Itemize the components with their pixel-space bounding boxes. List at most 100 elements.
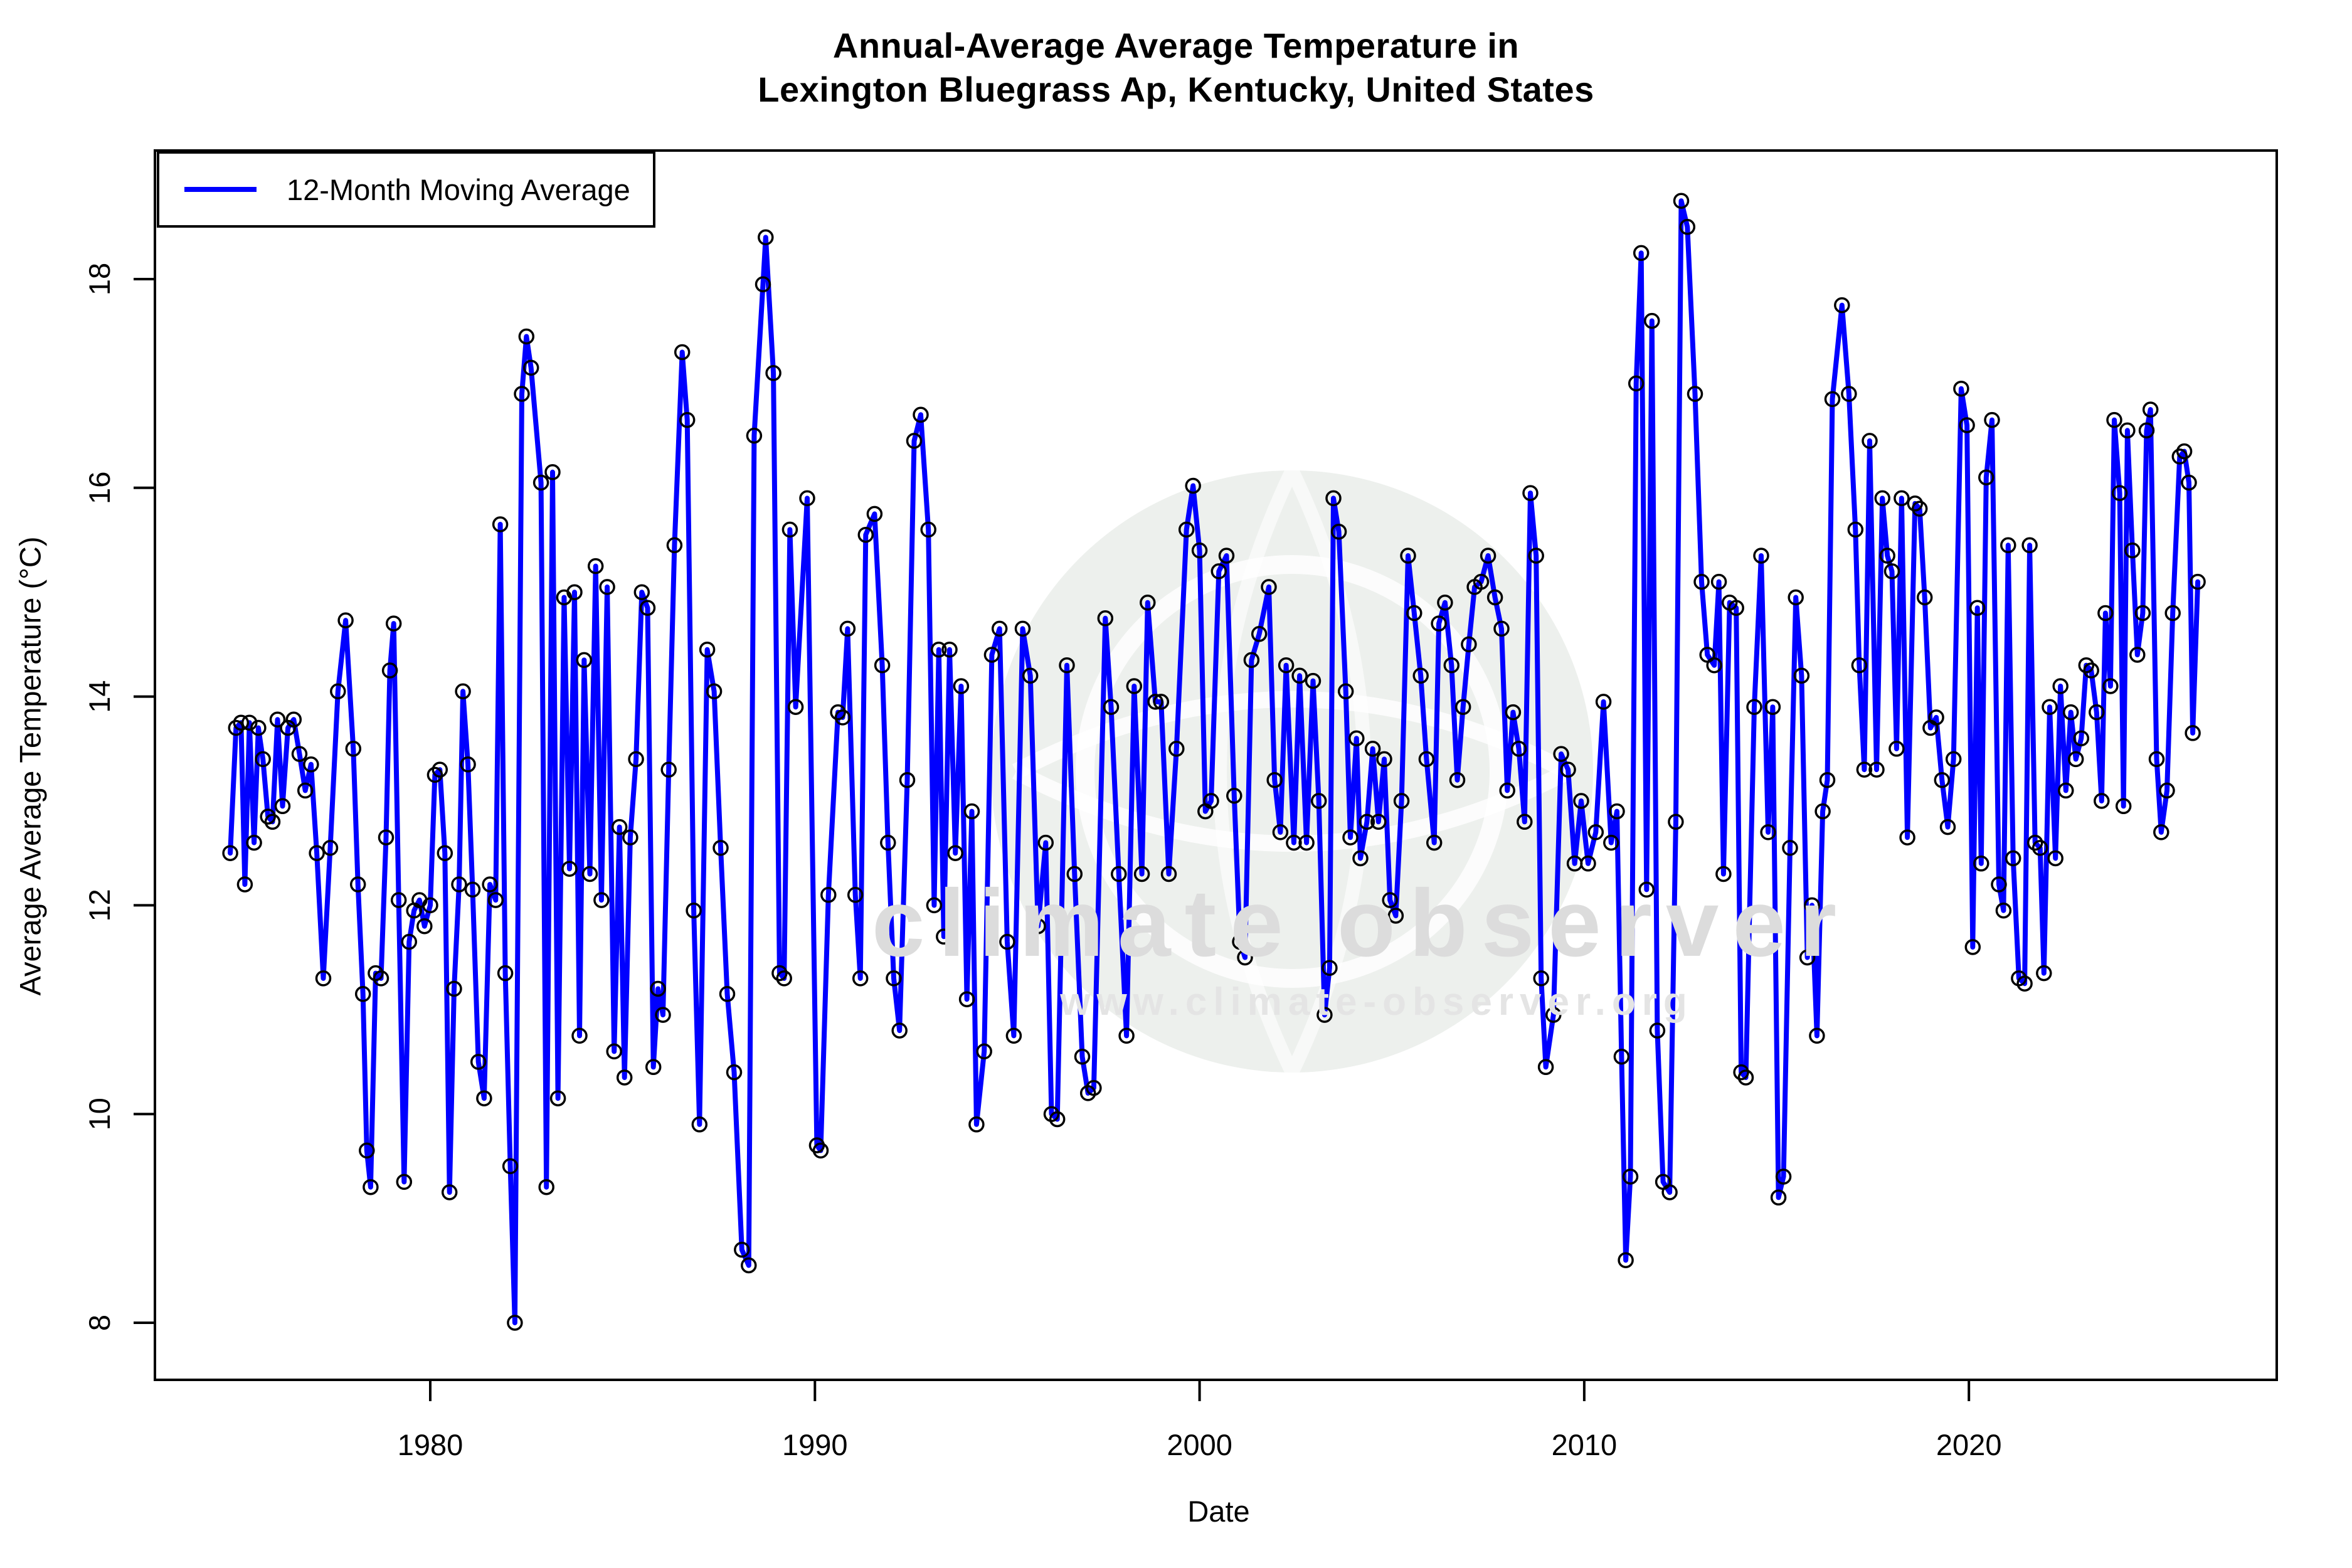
data-point-marker (303, 756, 319, 773)
data-point-marker (2171, 448, 2188, 465)
data-point-marker (1218, 548, 1235, 564)
data-point-marker (1841, 386, 1857, 402)
data-point-marker (381, 662, 398, 679)
data-point-marker (1633, 245, 1650, 262)
data-point-marker (1851, 657, 1868, 674)
data-point-marker (686, 902, 702, 919)
data-point-marker (432, 761, 448, 778)
data-point-marker (571, 1027, 588, 1044)
legend-line-swatch (184, 187, 257, 192)
data-point-marker (2176, 443, 2193, 460)
data-point-marker (497, 965, 514, 982)
data-point-marker (2119, 422, 2136, 439)
data-point-marker (1493, 620, 1510, 637)
data-point-marker (616, 1069, 633, 1086)
data-point-marker (1973, 856, 1989, 872)
data-point-marker (1978, 469, 1994, 485)
data-point-marker (2016, 975, 2033, 992)
data-point-marker (2042, 699, 2058, 715)
data-point-marker (285, 711, 302, 728)
data-point-marker (874, 657, 891, 674)
data-point-marker (470, 1054, 487, 1070)
data-point-marker (1573, 793, 1589, 809)
data-point-marker (1770, 1189, 1787, 1206)
data-point-marker (1964, 939, 1981, 955)
data-point-marker (1014, 620, 1031, 637)
data-point-marker (599, 579, 615, 595)
data-point-marker (222, 845, 238, 861)
data-point-marker (1984, 411, 2000, 428)
data-point-marker (2094, 793, 2110, 809)
data-point-marker (674, 344, 691, 361)
data-point-marker (1226, 787, 1242, 804)
data-point-marker (233, 714, 250, 731)
data-point-marker (1505, 704, 1522, 721)
data-point-marker (1066, 866, 1083, 882)
data-point-marker (2190, 573, 2206, 590)
data-point-marker (274, 798, 291, 815)
data-point-marker (771, 965, 788, 982)
data-point-marker (1286, 834, 1302, 851)
data-point-marker (1622, 1168, 1639, 1185)
y-axis-title: Average Average Temperature (°C) (13, 536, 47, 996)
data-point-marker (502, 1158, 519, 1175)
data-point-marker (1661, 1184, 1678, 1200)
data-point-marker (255, 751, 271, 768)
axes-layer: 1980 1990 2000 2010 2020 8 10 12 14 16 18 (83, 149, 2278, 1461)
data-point-marker (820, 887, 837, 903)
data-point-marker (455, 683, 471, 700)
data-point-marker (920, 521, 936, 538)
data-point-marker (1086, 1079, 1102, 1096)
data-point-marker (451, 876, 467, 893)
series-line (228, 198, 2201, 1325)
data-point-marker (390, 892, 407, 908)
data-point-marker (1049, 1111, 1066, 1128)
data-point-marker (1609, 803, 1625, 820)
data-point-marker (1969, 600, 1986, 616)
data-point-marker (1995, 902, 2012, 919)
data-point-marker (947, 845, 963, 861)
data-point-marker (1118, 1027, 1135, 1044)
data-point-marker (1243, 652, 1260, 669)
data-point-marker (2148, 751, 2165, 768)
data-point-marker (1400, 548, 1416, 564)
data-point-marker (1418, 751, 1435, 768)
y-tick-label: 12 (83, 889, 116, 921)
data-point-marker (1393, 793, 1410, 809)
data-point-marker (359, 1142, 375, 1159)
data-point-marker (1160, 866, 1177, 882)
data-point-marker (953, 678, 970, 694)
data-point-marker (1804, 897, 1820, 914)
data-point-marker (1480, 548, 1496, 564)
data-point-marker (991, 620, 1008, 637)
data-point-marker (936, 928, 952, 945)
data-point-marker (1074, 1048, 1091, 1065)
data-point-marker (645, 1059, 662, 1076)
data-point-marker (2142, 401, 2159, 418)
data-point-marker (2102, 678, 2119, 694)
x-tick-label: 1980 (398, 1428, 464, 1461)
data-point-marker (880, 834, 896, 851)
data-point-marker (1251, 626, 1268, 642)
data-point-marker (1618, 1252, 1634, 1268)
data-point-marker (1911, 501, 1928, 517)
data-point-marker (1431, 615, 1447, 632)
data-point-marker (2153, 824, 2169, 840)
data-point-marker (1437, 595, 1453, 611)
data-point-marker (1819, 771, 1836, 788)
data-point-marker (246, 834, 262, 851)
data-point-marker (1272, 824, 1289, 840)
watermark-logo-ring (1076, 555, 1508, 988)
data-point-marker (812, 1142, 829, 1159)
data-point-marker (799, 490, 815, 507)
data-point-marker (492, 516, 509, 532)
x-tick-label: 2000 (1167, 1428, 1232, 1461)
data-point-marker (322, 840, 339, 856)
x-tick-label: 2020 (1936, 1428, 2002, 1461)
data-point-marker (963, 803, 980, 820)
data-point-marker (576, 652, 593, 669)
data-point-marker (561, 861, 578, 877)
data-point-marker (852, 970, 869, 987)
